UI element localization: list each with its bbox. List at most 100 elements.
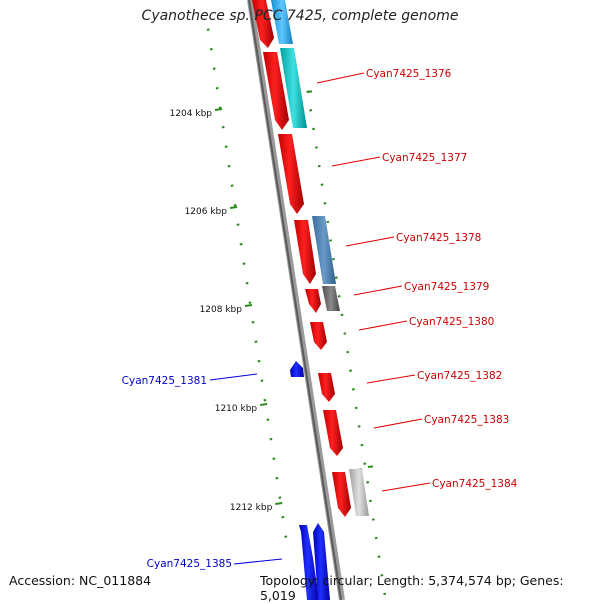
topology-text: Topology: circular; Length: 5,374,574 bp… (260, 573, 564, 603)
scale-dot (380, 574, 384, 577)
kbp-tick (244, 304, 253, 307)
scale-dot (383, 592, 387, 596)
gene-arrow-1381 (290, 361, 304, 377)
scale-dot (326, 220, 330, 224)
scale-dot (224, 145, 228, 148)
scale-dot (366, 481, 370, 484)
scale-dot (257, 359, 261, 363)
scale-dot (263, 398, 267, 402)
scale-dot (272, 457, 276, 460)
accession-text: Accession: NC_011884 (9, 573, 152, 588)
scale-dot (346, 350, 350, 354)
scale-dot (371, 518, 375, 521)
scale-dot (334, 276, 338, 279)
gene-label: Cyan7425_1384 (432, 478, 518, 490)
scale-dot (278, 496, 282, 499)
leader-line (353, 285, 403, 296)
kbp-label: 1204 kbp (170, 109, 213, 119)
scale-dot (269, 437, 273, 441)
scale-dot (230, 184, 234, 187)
leader-line (316, 72, 365, 84)
scale-dot (351, 388, 355, 391)
scale-dot (312, 127, 316, 131)
kbp-tick (275, 502, 283, 505)
gene-label: Cyan7425_1376 (366, 68, 452, 80)
scale-dot (320, 183, 324, 186)
feature-bar (271, 0, 293, 44)
scale-dot (251, 320, 255, 324)
label-leaders (209, 72, 431, 565)
scale-dot (309, 109, 313, 112)
scale-dot (368, 499, 372, 503)
scale-dot (206, 28, 210, 31)
kbp-label: 1210 kbp (215, 404, 258, 414)
leader-line (373, 418, 423, 429)
scale-dot (212, 67, 216, 70)
scale-dot (248, 301, 252, 304)
scale-dots (206, 28, 387, 596)
leader-line (331, 156, 381, 167)
scale-dot (367, 465, 374, 468)
gene-arrow-1385b (313, 523, 330, 600)
scale-dot (215, 86, 219, 90)
scale-dot (284, 535, 288, 538)
scale-dot (337, 295, 341, 298)
gene-label: Cyan7425_1385 (147, 558, 232, 570)
scale-dot (354, 406, 358, 410)
leader-line (209, 373, 258, 381)
scale-dot (254, 340, 258, 343)
feature-bar (322, 286, 340, 311)
gene-label: Cyan7425_1381 (122, 375, 207, 387)
feature-bar (312, 216, 336, 284)
leader-line (233, 558, 283, 565)
scale-dot (314, 146, 318, 149)
scale-dot (374, 536, 378, 540)
scale-dot (323, 202, 327, 205)
scale-dot (242, 262, 246, 265)
feature-bar (280, 48, 307, 128)
scale-dot (227, 164, 231, 168)
genome-backbone (247, 0, 345, 601)
scale-dot (349, 369, 353, 372)
leader-line (366, 374, 416, 384)
gene-arrow-1384 (332, 472, 351, 517)
scale-dot (306, 90, 313, 93)
gene-arrow-1379 (305, 289, 321, 313)
scale-dot (245, 281, 249, 285)
leader-line (345, 236, 395, 247)
scale-dot (317, 164, 321, 168)
gene-label: Cyan7425_1378 (396, 232, 481, 244)
gene-labels: Cyan7425_1376 Cyan7425_1377 Cyan7425_137… (122, 68, 518, 570)
scale-dot (221, 125, 225, 129)
scale-dot (360, 443, 364, 447)
scale-dot (329, 239, 333, 242)
gene-features (252, 0, 351, 600)
gene-label: Cyan7425_1382 (417, 370, 502, 382)
genome-title: Cyanothece sp. PCC 7425, complete genome (141, 8, 459, 24)
kbp-label: 1208 kbp (200, 305, 243, 315)
kbp-tick (259, 403, 268, 406)
feature-bar (349, 469, 369, 516)
kbp-label: 1206 kbp (185, 207, 228, 217)
gene-arrow-1383 (323, 410, 343, 456)
scale-dot (363, 462, 367, 465)
kbp-scale: 1204 kbp 1206 kbp 1208 kbp 1210 kbp 1212 kbp (170, 108, 283, 513)
kbp-tick (229, 206, 238, 209)
kbp-tick (214, 108, 223, 111)
scale-dot (239, 242, 243, 246)
gene-arrow-top (252, 0, 274, 48)
gene-label: Cyan7425_1383 (424, 414, 509, 426)
gene-arrow-1377 (278, 134, 304, 214)
leader-line (381, 482, 431, 492)
scale-dot (331, 257, 335, 261)
gene-arrow-1376 (263, 52, 289, 130)
kbp-label: 1212 kbp (230, 503, 273, 513)
gene-arrow-1385a (299, 525, 319, 600)
scale-dot (266, 418, 270, 421)
gene-label: Cyan7425_1377 (382, 152, 467, 164)
scale-dot (340, 313, 344, 317)
feature-bars (271, 0, 369, 516)
scale-dot (236, 223, 240, 226)
scale-dot (343, 332, 347, 335)
